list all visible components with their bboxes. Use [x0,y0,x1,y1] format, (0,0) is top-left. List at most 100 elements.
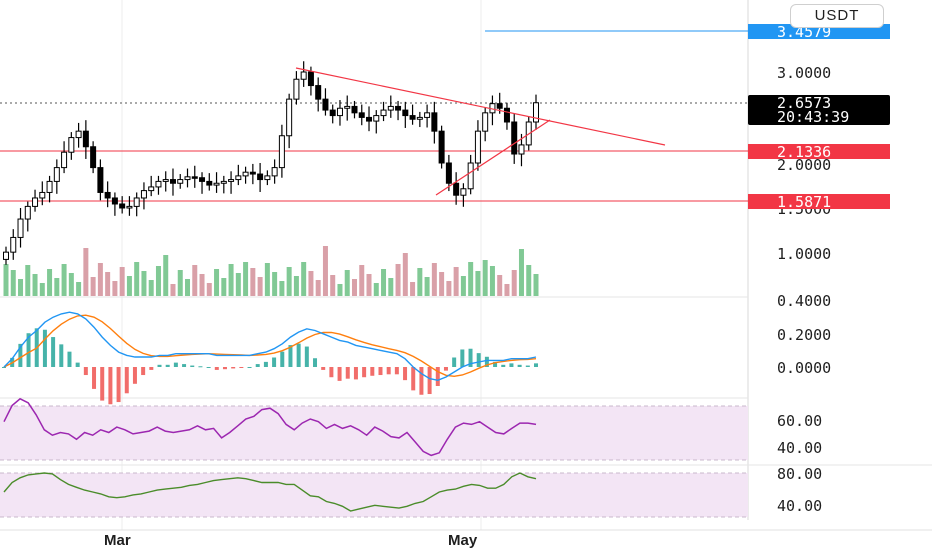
badge-current-price: 2.6573 20:43:39 [748,94,890,126]
candle-body [511,121,518,155]
stoch-band [0,473,748,517]
candle-body [46,180,53,193]
macd-hist-bar [190,365,195,367]
macd-hist-bar [313,358,318,367]
macd-hist-bar [411,367,416,391]
volume-bar [526,265,532,296]
macd-hist-bar [59,344,64,367]
candle-body [329,109,336,117]
volume-bar [337,284,343,296]
volume-bar [112,281,118,296]
trend-line-descending[interactable] [295,67,666,146]
candle-body [235,175,242,181]
volume-bar [489,266,495,296]
macd-hist-bar [517,364,522,367]
macd-hist-bar [476,353,481,367]
macd-hist-bar [173,362,178,367]
macd-hist-bar [345,367,350,379]
volume-bar [257,277,263,296]
tick-label: 0.2000 [777,326,831,344]
volume-bar [504,284,510,296]
candle-body [503,107,510,123]
volume-bar [468,262,474,296]
candles [3,61,539,265]
volume-bar [221,278,227,296]
stoch-axis: 80.00 40.00 [777,465,822,515]
candle-body [445,162,452,184]
candle-body [97,167,104,193]
volume-bar [453,267,459,296]
volume-bar [272,272,278,296]
candle-body [286,98,293,137]
volume-bar [163,255,169,296]
badge-red-lower: 1.5871 [748,193,890,211]
candle-body [191,176,198,179]
candle-body [358,112,365,118]
candle-body [104,191,111,199]
candle-body [416,116,423,120]
macd-hist-bar [51,337,56,367]
macd-hist-bar [443,367,448,371]
candle-body [206,180,213,186]
tick-label: 0.4000 [777,292,831,310]
candle-body [177,179,184,184]
candle-body [133,197,140,207]
trend-line-ascending[interactable] [435,119,551,196]
macd-hist-bar [362,367,367,378]
macd-hist-bar [370,367,375,376]
tick-label: 3.0000 [777,64,831,82]
tick-label: 1.0000 [777,245,831,263]
macd-hist-bar [460,349,465,367]
candle-body [3,251,9,260]
candle-body [119,203,126,209]
candle-body [53,167,60,182]
macd-hist-bar [501,364,506,367]
volume-bar [460,276,466,296]
candle-body [75,130,82,139]
volume-bar [366,274,372,296]
candle-body [228,179,235,182]
tick-label: 80.00 [777,465,822,483]
candle-body [82,130,89,148]
currency-selector[interactable]: USDT [790,4,884,28]
macd-hist-bar [493,361,498,367]
macd-hist-bar [222,367,227,370]
macd-hist-bar [239,367,244,368]
macd-hist-bar [42,329,47,367]
macd-hist-bar [435,367,440,386]
candle-body [148,186,155,192]
volume-bar [148,280,154,296]
macd-hist-bar [116,367,121,403]
volume-bar [192,265,198,296]
candle-body [431,112,438,132]
candle-body [424,112,431,118]
candle-body [453,182,460,196]
candle-body [373,115,380,122]
candle-body [293,78,300,100]
macd-hist-bar [427,367,432,395]
macd-hist-bar [83,367,88,376]
volume-bar [308,271,314,296]
macd-hist-bar [231,367,236,369]
candle-body [351,105,358,114]
macd-hist-bar [419,367,424,395]
stoch-line [3,472,537,512]
macd-hist-bar [67,351,72,367]
candle-body [242,171,249,177]
candle-body [533,102,539,123]
volume-bar [351,279,357,296]
candle-body [438,130,445,164]
volume-bar [250,268,256,296]
volume-bar [417,268,423,296]
macd-hist-bar [255,364,260,367]
macd-hist-bar [403,367,408,381]
tick-label: 40.00 [777,497,822,515]
macd-hist-bar [198,366,203,368]
volume-bar [206,283,212,296]
volume-bar [439,272,445,296]
macd-hist-bar [141,367,146,376]
macd-hist-bar [394,367,399,375]
volume-bar [482,260,488,296]
volume-bar [32,274,38,296]
